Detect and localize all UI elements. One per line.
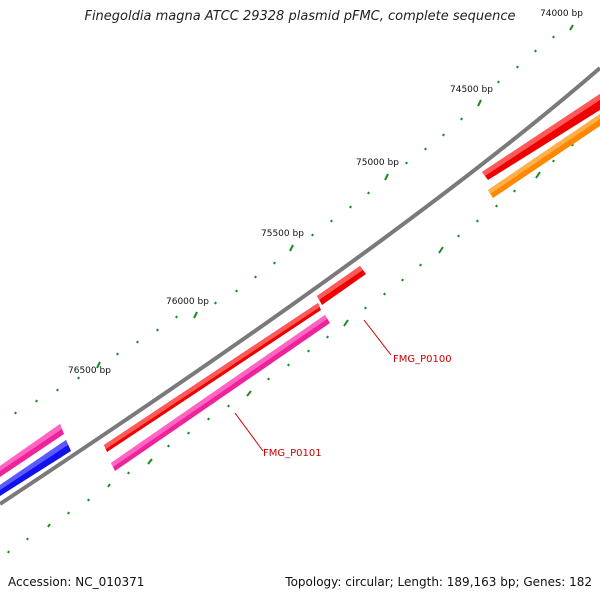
leader-line-fmg-p0101 bbox=[234, 412, 264, 452]
tick-label: 74000 bp bbox=[540, 9, 583, 19]
tick-label: 76000 bp bbox=[166, 297, 209, 307]
tick-label: 76500 bp bbox=[68, 366, 111, 376]
accession-text: Accession: NC_010371 bbox=[8, 575, 145, 589]
gene-feature-magenta-left[interactable] bbox=[0, 424, 64, 477]
leader-line-fmg-p0100 bbox=[363, 319, 392, 356]
inner-tick-row bbox=[14, 24, 574, 415]
gene-label-fmg-p0101[interactable]: FMG_P0101 bbox=[263, 448, 322, 459]
gene-feature-red-top[interactable] bbox=[482, 94, 600, 180]
gene-label-fmg-p0100[interactable]: FMG_P0100 bbox=[393, 354, 452, 365]
tick-label: 75000 bp bbox=[356, 158, 399, 168]
map-title: Finegoldia magna ATCC 29328 plasmid pFMC… bbox=[84, 9, 516, 24]
gene-feature-orange[interactable] bbox=[488, 114, 600, 198]
topology-summary: Topology: circular; Length: 189,163 bp; … bbox=[285, 575, 592, 589]
tick-label: 75500 bp bbox=[261, 229, 304, 239]
gene-feature-blue-left[interactable] bbox=[0, 440, 71, 496]
gene-feature-fmg-p0100[interactable] bbox=[317, 266, 366, 305]
outer-tick-row bbox=[7, 127, 592, 554]
backbone-arc bbox=[0, 66, 600, 506]
gene-feature-red-large[interactable] bbox=[104, 303, 321, 452]
gene-feature-fmg-p0101[interactable] bbox=[111, 315, 330, 471]
tick-label: 74500 bp bbox=[450, 85, 493, 95]
